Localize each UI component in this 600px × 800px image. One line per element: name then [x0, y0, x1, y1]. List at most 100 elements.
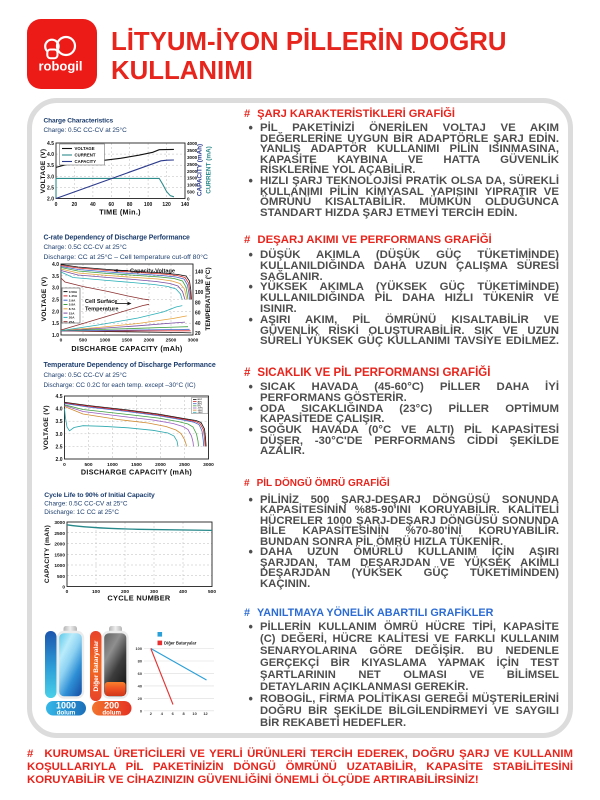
svg-text:robogil: robogil: [38, 59, 82, 74]
svg-text:500: 500: [208, 589, 216, 595]
svg-text:1000: 1000: [56, 701, 76, 711]
svg-text:1500: 1500: [54, 552, 65, 558]
svg-text:300: 300: [150, 589, 158, 595]
svg-text:20: 20: [138, 696, 142, 701]
svg-text:Discharge: CC at 25°C – Cell t: Discharge: CC at 25°C – Cell temperature…: [44, 253, 208, 261]
svg-text:400: 400: [179, 589, 187, 595]
svg-text:Charge: 0.5C CC-CV at 25°C: Charge: 0.5C CC-CV at 25°C: [44, 243, 128, 251]
svg-text:40: 40: [195, 321, 201, 327]
svg-text:80: 80: [195, 300, 201, 306]
svg-text:2000: 2000: [54, 542, 65, 548]
svg-text:3000: 3000: [203, 462, 214, 468]
svg-text:-20°C: -20°C: [198, 410, 204, 412]
svg-text:2.0: 2.0: [56, 457, 63, 463]
svg-text:60: 60: [109, 202, 115, 208]
svg-text:Charge Characteristics: Charge Characteristics: [44, 117, 114, 124]
svg-text:DISCHARGE CAPACITY (mAh): DISCHARGE CAPACITY (mAh): [71, 344, 182, 353]
svg-text:4.0: 4.0: [47, 152, 54, 158]
svg-text:0: 0: [140, 708, 142, 713]
svg-text:Discharge: CC 0.2C for each te: Discharge: CC 0.2C for each temp. except…: [44, 381, 196, 389]
svg-text:4: 4: [161, 711, 164, 716]
svg-text:2000: 2000: [155, 462, 166, 468]
svg-text:3.5: 3.5: [52, 274, 59, 280]
svg-text:1.45A: 1.45A: [69, 294, 78, 298]
svg-text:2000: 2000: [144, 338, 155, 344]
svg-text:0: 0: [60, 338, 63, 344]
svg-text:25°C: 25°C: [198, 403, 203, 405]
svg-text:dolum: dolum: [102, 710, 121, 717]
svg-text:Temperature: Temperature: [85, 307, 118, 313]
svg-text:45°C: 45°C: [198, 400, 203, 403]
svg-text:3.0: 3.0: [47, 174, 54, 180]
svg-text:CYCLE NUMBER: CYCLE NUMBER: [107, 594, 170, 603]
svg-text:2500: 2500: [166, 338, 177, 344]
svg-text:100: 100: [136, 646, 143, 651]
svg-text:dolum: dolum: [57, 710, 76, 717]
svg-text:-10°C: -10°C: [198, 408, 204, 410]
svg-text:Diğer Bataryalar: Diğer Bataryalar: [164, 641, 197, 646]
svg-text:500: 500: [187, 190, 195, 195]
svg-text:-30°C: -30°C: [198, 412, 204, 414]
svg-text:500: 500: [79, 338, 87, 344]
svg-text:10: 10: [192, 711, 196, 716]
svg-text:60°C: 60°C: [198, 399, 203, 401]
svg-text:2.5: 2.5: [47, 185, 54, 191]
svg-text:Charge: 0.5C CC-CV at 25°C: Charge: 0.5C CC-CV at 25°C: [44, 500, 128, 508]
svg-text:CURRENT (mA): CURRENT (mA): [206, 146, 213, 194]
svg-text:0: 0: [187, 197, 190, 202]
svg-text:Discharge: 1C CC at 25°C: Discharge: 1C CC at 25°C: [44, 508, 119, 516]
svg-text:2.5: 2.5: [56, 444, 63, 450]
svg-text:8.7A: 8.7A: [69, 307, 76, 311]
svg-text:0°C: 0°C: [198, 406, 202, 408]
svg-text:DISCHARGE CAPACITY (mAh): DISCHARGE CAPACITY (mAh): [81, 468, 192, 477]
svg-text:6: 6: [172, 711, 175, 716]
svg-text:120: 120: [195, 280, 204, 286]
svg-text:100: 100: [195, 290, 204, 296]
svg-text:0: 0: [62, 585, 65, 591]
svg-text:Cycle Life to 90% of Initial C: Cycle Life to 90% of Initial Capacity: [44, 492, 155, 499]
svg-text:4000: 4000: [187, 141, 198, 146]
svg-text:15A: 15A: [69, 311, 75, 315]
svg-text:12: 12: [203, 711, 208, 716]
svg-text:140: 140: [181, 202, 190, 208]
svg-text:1000: 1000: [54, 563, 65, 569]
svg-text:60: 60: [195, 311, 201, 317]
svg-text:1.5: 1.5: [52, 321, 59, 327]
svg-text:3500: 3500: [187, 148, 198, 153]
svg-text:VOLTAGE (V): VOLTAGE (V): [41, 277, 48, 322]
svg-text:CAPACITY (mAh): CAPACITY (mAh): [197, 144, 204, 196]
svg-text:2.9A: 2.9A: [69, 298, 76, 302]
svg-text:2500: 2500: [179, 462, 190, 468]
svg-text:20: 20: [195, 331, 201, 337]
svg-text:100: 100: [92, 589, 100, 595]
svg-text:0: 0: [55, 202, 58, 208]
svg-text:200: 200: [104, 701, 119, 711]
svg-text:4.0: 4.0: [52, 262, 59, 268]
svg-text:4.5: 4.5: [47, 141, 54, 147]
svg-text:Temperature Dependency of Disc: Temperature Dependency of Discharge Perf…: [44, 362, 216, 369]
svg-text:1000: 1000: [187, 183, 198, 188]
svg-text:40: 40: [90, 202, 96, 208]
svg-text:500: 500: [84, 462, 92, 468]
svg-text:3000: 3000: [187, 155, 198, 160]
svg-text:Cell Surface: Cell Surface: [85, 299, 117, 305]
svg-text:0.58A: 0.58A: [69, 290, 78, 294]
svg-text:2.0: 2.0: [52, 309, 59, 315]
svg-text:20A: 20A: [69, 316, 75, 320]
svg-text:VOLTAGE: VOLTAGE: [75, 146, 95, 151]
svg-text:5.8A: 5.8A: [69, 303, 76, 307]
svg-text:2500: 2500: [187, 162, 198, 167]
svg-text:VOLTAGE (V): VOLTAGE (V): [43, 405, 50, 450]
svg-text:8: 8: [183, 711, 186, 716]
svg-text:2500: 2500: [54, 531, 65, 537]
svg-text:1000: 1000: [107, 462, 118, 468]
svg-text:0: 0: [63, 462, 66, 468]
svg-text:CURRENT: CURRENT: [75, 153, 96, 158]
svg-text:120: 120: [162, 202, 171, 208]
svg-text:60: 60: [138, 671, 142, 676]
svg-text:Charge: 0.5C CC-CV at 25°C: Charge: 0.5C CC-CV at 25°C: [44, 126, 128, 134]
svg-text:1500: 1500: [122, 338, 133, 344]
svg-text:3.5: 3.5: [47, 163, 54, 169]
svg-text:Capacity-Voltage: Capacity-Voltage: [130, 269, 175, 275]
svg-text:1500: 1500: [187, 176, 198, 181]
